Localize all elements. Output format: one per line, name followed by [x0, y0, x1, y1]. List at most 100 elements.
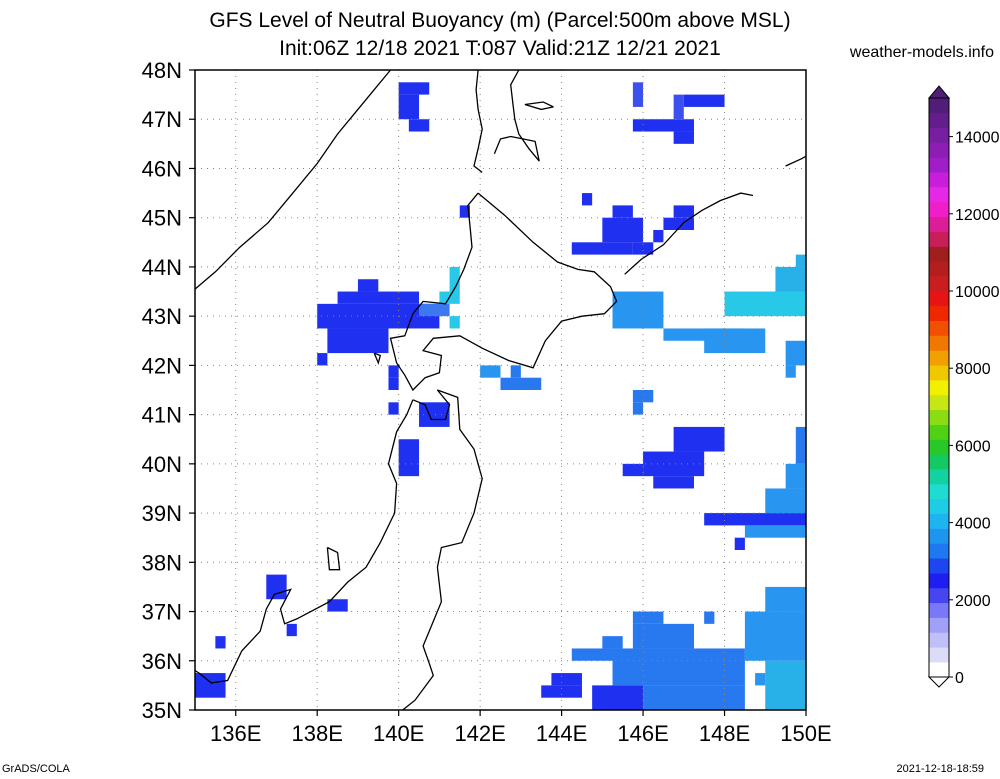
colorbar-segment: [929, 261, 949, 277]
data-cell: [388, 365, 399, 378]
data-cell: [215, 636, 226, 649]
data-cell: [337, 291, 420, 304]
colorbar-segment: [929, 276, 949, 292]
data-cell: [357, 279, 379, 292]
coastline: [194, 69, 807, 711]
colorbar-segment: [929, 469, 949, 485]
colorbar-segment: [929, 187, 949, 203]
coastline-segment: [194, 399, 414, 684]
data-cell: [327, 328, 389, 354]
data-cell: [419, 303, 450, 317]
data-cell: [704, 513, 806, 526]
lat-tick-label: 42N: [142, 353, 182, 378]
data-cell: [673, 426, 725, 452]
data-cell: [632, 119, 694, 132]
data-cell: [419, 402, 450, 427]
data-cell: [398, 82, 430, 95]
colorbar-label: 0: [955, 670, 964, 687]
lon-tick-label: 136E: [210, 721, 261, 746]
data-cell: [643, 685, 745, 710]
data-cell: [541, 685, 582, 698]
data-cell: [765, 660, 806, 710]
coastline-segment: [524, 101, 554, 111]
colorbar-segment: [929, 246, 949, 262]
lat-tick-label: 40N: [142, 452, 182, 477]
colorbar-max-arrow: [927, 85, 951, 99]
colorbar-segment: [929, 350, 949, 366]
data-cell: [673, 94, 684, 120]
data-cells: [195, 82, 806, 710]
lat-tick-label: 41N: [142, 403, 182, 428]
data-cell: [785, 365, 796, 378]
coastline-segment: [785, 155, 807, 167]
data-cell: [673, 205, 694, 218]
data-cell: [704, 328, 766, 354]
data-cell: [632, 402, 644, 415]
data-cell: [602, 217, 644, 243]
colorbar-segment: [929, 231, 949, 247]
data-cell: [704, 611, 715, 624]
colorbar-segment: [929, 291, 949, 307]
data-cell: [571, 242, 633, 255]
lat-tick-label: 39N: [142, 501, 182, 526]
data-cell: [785, 340, 806, 366]
colorbar-segment: [929, 602, 949, 618]
colorbar: 0 2000 4000 6000 8000 10000 12000 14000: [927, 85, 1000, 688]
colorbar-min-arrow: [927, 676, 951, 688]
lon-tick-label: 150E: [780, 721, 831, 746]
coastline-segment: [373, 352, 382, 365]
coastline-segment: [194, 69, 392, 290]
lat-tick-label: 43N: [142, 304, 182, 329]
data-cell: [459, 205, 470, 218]
data-cell: [795, 426, 806, 464]
colorbar-segment: [929, 142, 949, 158]
lat-tick-label: 48N: [142, 58, 182, 83]
chart-title: GFS Level of Neutral Buoyancy (m) (Parce…: [209, 9, 791, 32]
data-cell: [632, 390, 654, 403]
colorbar-segment: [929, 127, 949, 143]
data-cell: [398, 94, 420, 120]
colorbar-label: 12000: [955, 207, 1000, 224]
data-cell: [612, 648, 745, 686]
lon-tick-label: 142E: [454, 721, 505, 746]
data-cell: [551, 673, 582, 686]
lat-tick-labels: 35N 36N 37N 38N 39N 40N 41N 42N 43N 44N 45N 46N 47N 4…: [142, 58, 182, 723]
lat-tick-label: 36N: [142, 649, 182, 674]
site-label: weather-models.info: [849, 44, 994, 61]
data-cell: [765, 586, 806, 612]
colorbar-segment: [929, 305, 949, 321]
data-cell: [632, 623, 694, 649]
colorbar-label: 10000: [955, 284, 1000, 301]
coastline-segment: [412, 389, 451, 421]
lat-tick-label: 47N: [142, 107, 182, 132]
coastline-segment: [389, 192, 618, 392]
colorbar-segment: [929, 335, 949, 351]
lat-tick-label: 37N: [142, 600, 182, 625]
data-cell: [327, 599, 348, 612]
data-cell: [775, 266, 806, 292]
colorbar-segment: [929, 365, 949, 381]
colorbar-label: 14000: [955, 130, 1000, 147]
data-cell: [632, 242, 654, 255]
data-cell: [744, 611, 806, 661]
colorbar-segment: [929, 112, 949, 128]
data-cell: [744, 525, 806, 538]
data-cell: [388, 402, 399, 415]
data-cell: [510, 365, 521, 378]
colorbar-segment: [929, 484, 949, 500]
data-cell: [195, 673, 226, 698]
lon-tick-label: 138E: [292, 721, 343, 746]
data-cell: [673, 131, 694, 144]
colorbar-segment: [929, 662, 949, 678]
colorbar-label: 2000: [955, 593, 991, 610]
lon-tick-label: 146E: [617, 721, 668, 746]
coastline-segment: [473, 69, 483, 173]
data-cell: [632, 611, 664, 624]
colorbar-label: 6000: [955, 438, 991, 455]
lat-tick-label: 46N: [142, 156, 182, 181]
data-cell: [449, 316, 460, 329]
data-cell: [388, 377, 399, 390]
colorbar-segment: [929, 201, 949, 218]
data-cell: [266, 574, 287, 600]
lat-tick-label: 35N: [142, 698, 182, 723]
